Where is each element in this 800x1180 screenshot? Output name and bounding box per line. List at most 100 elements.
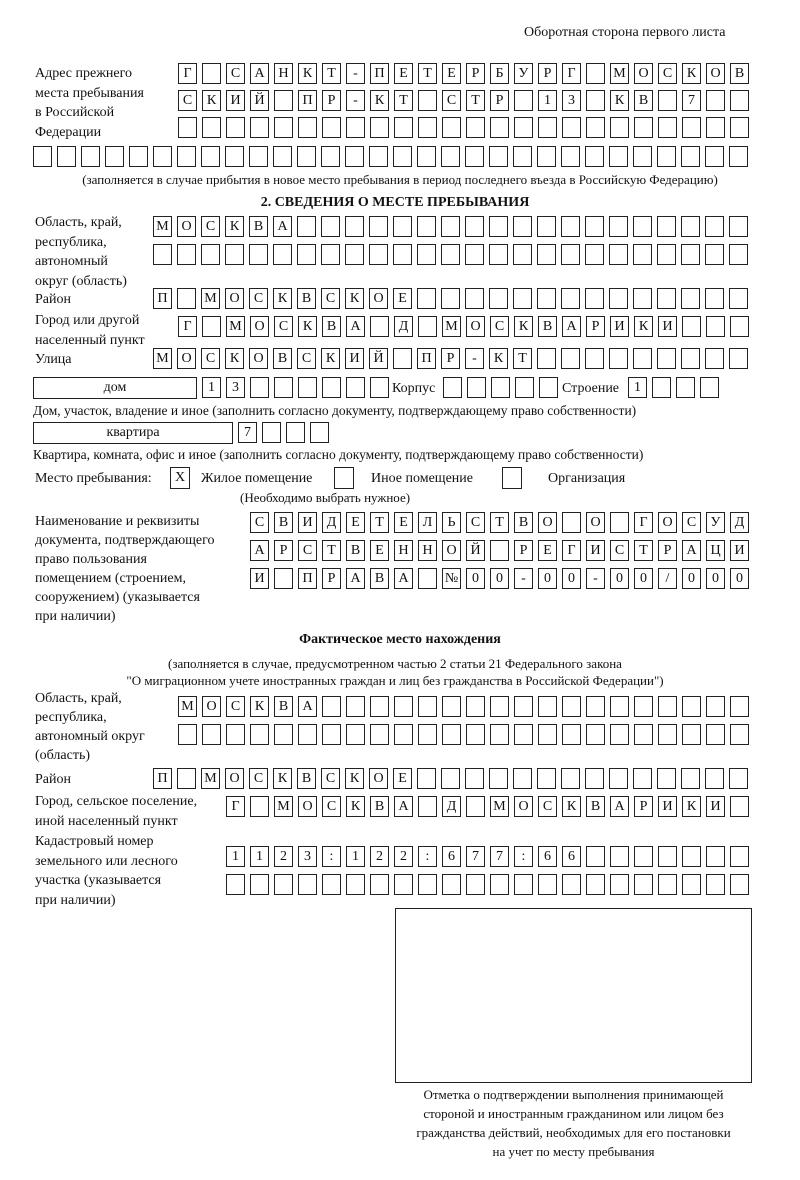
char-cell[interactable] — [81, 146, 100, 167]
char-cell[interactable] — [700, 377, 719, 398]
char-cell[interactable] — [562, 724, 581, 745]
char-cell[interactable] — [657, 768, 676, 789]
char-cell[interactable] — [585, 216, 604, 237]
char-cell[interactable]: : — [418, 846, 437, 867]
char-cell[interactable]: 7 — [466, 846, 485, 867]
char-cell[interactable] — [370, 377, 389, 398]
char-cell[interactable] — [681, 244, 700, 265]
char-cell[interactable] — [513, 216, 532, 237]
char-cell[interactable]: Н — [418, 540, 437, 561]
char-cell[interactable] — [417, 768, 436, 789]
char-cell[interactable] — [634, 117, 653, 138]
char-cell[interactable] — [345, 216, 364, 237]
char-cell[interactable] — [705, 146, 724, 167]
char-cell[interactable] — [730, 846, 749, 867]
char-cell[interactable]: А — [346, 316, 365, 337]
char-cell[interactable] — [489, 288, 508, 309]
char-cell[interactable] — [658, 90, 677, 111]
char-cell[interactable]: М — [201, 768, 220, 789]
char-cell[interactable] — [586, 846, 605, 867]
char-cell[interactable] — [633, 768, 652, 789]
char-cell[interactable]: Т — [370, 512, 389, 533]
char-cell[interactable]: М — [442, 316, 461, 337]
char-cell[interactable]: К — [682, 796, 701, 817]
char-cell[interactable]: А — [394, 568, 413, 589]
char-cell[interactable]: М — [490, 796, 509, 817]
stay-residential-checkbox[interactable]: Х — [170, 467, 190, 489]
char-cell[interactable] — [561, 244, 580, 265]
char-cell[interactable]: С — [538, 796, 557, 817]
char-cell[interactable]: : — [514, 846, 533, 867]
char-cell[interactable]: С — [250, 512, 269, 533]
char-cell[interactable]: Р — [274, 540, 293, 561]
char-cell[interactable]: Р — [538, 63, 557, 84]
char-cell[interactable]: Д — [442, 796, 461, 817]
char-cell[interactable] — [490, 874, 509, 895]
char-cell[interactable]: В — [586, 796, 605, 817]
char-cell[interactable]: С — [322, 796, 341, 817]
char-cell[interactable] — [273, 146, 292, 167]
char-cell[interactable]: Т — [418, 63, 437, 84]
char-cell[interactable]: Е — [346, 512, 365, 533]
char-cell[interactable] — [706, 874, 725, 895]
char-cell[interactable]: Г — [178, 63, 197, 84]
confirmation-stamp-area[interactable] — [395, 908, 752, 1083]
char-cell[interactable]: Т — [322, 63, 341, 84]
char-cell[interactable] — [585, 244, 604, 265]
stay-other-checkbox[interactable] — [334, 467, 354, 489]
char-cell[interactable] — [442, 724, 461, 745]
char-cell[interactable]: 1 — [346, 846, 365, 867]
char-cell[interactable] — [586, 874, 605, 895]
char-cell[interactable]: О — [538, 512, 557, 533]
char-cell[interactable] — [274, 117, 293, 138]
char-cell[interactable]: Е — [394, 512, 413, 533]
char-cell[interactable] — [369, 216, 388, 237]
char-cell[interactable] — [537, 348, 556, 369]
char-cell[interactable] — [442, 117, 461, 138]
char-cell[interactable] — [633, 216, 652, 237]
char-cell[interactable] — [514, 90, 533, 111]
char-cell[interactable]: К — [298, 63, 317, 84]
char-cell[interactable]: С — [249, 768, 268, 789]
char-cell[interactable] — [633, 348, 652, 369]
char-cell[interactable] — [298, 117, 317, 138]
char-cell[interactable]: Й — [250, 90, 269, 111]
char-cell[interactable]: - — [346, 63, 365, 84]
char-cell[interactable] — [225, 244, 244, 265]
char-cell[interactable]: В — [273, 348, 292, 369]
char-cell[interactable]: С — [466, 512, 485, 533]
char-cell[interactable]: М — [274, 796, 293, 817]
char-cell[interactable]: К — [345, 768, 364, 789]
char-cell[interactable] — [250, 377, 269, 398]
char-cell[interactable] — [417, 216, 436, 237]
char-cell[interactable]: 0 — [490, 568, 509, 589]
char-cell[interactable]: А — [394, 796, 413, 817]
char-cell[interactable] — [730, 117, 749, 138]
char-cell[interactable] — [514, 874, 533, 895]
char-cell[interactable] — [586, 117, 605, 138]
char-cell[interactable]: 0 — [730, 568, 749, 589]
char-cell[interactable]: 1 — [628, 377, 647, 398]
char-cell[interactable] — [561, 348, 580, 369]
char-cell[interactable] — [370, 696, 389, 717]
char-cell[interactable] — [418, 796, 437, 817]
char-cell[interactable] — [730, 90, 749, 111]
char-cell[interactable] — [202, 63, 221, 84]
char-cell[interactable] — [345, 244, 364, 265]
char-cell[interactable] — [513, 288, 532, 309]
char-cell[interactable] — [513, 768, 532, 789]
char-cell[interactable] — [609, 768, 628, 789]
char-cell[interactable]: И — [658, 316, 677, 337]
char-cell[interactable] — [177, 768, 196, 789]
char-cell[interactable] — [538, 117, 557, 138]
char-cell[interactable] — [681, 288, 700, 309]
char-cell[interactable] — [657, 216, 676, 237]
char-cell[interactable] — [658, 874, 677, 895]
char-cell[interactable] — [652, 377, 671, 398]
char-cell[interactable] — [202, 724, 221, 745]
char-cell[interactable] — [705, 244, 724, 265]
char-cell[interactable]: № — [442, 568, 461, 589]
char-cell[interactable]: А — [346, 568, 365, 589]
char-cell[interactable] — [489, 216, 508, 237]
char-cell[interactable] — [178, 724, 197, 745]
